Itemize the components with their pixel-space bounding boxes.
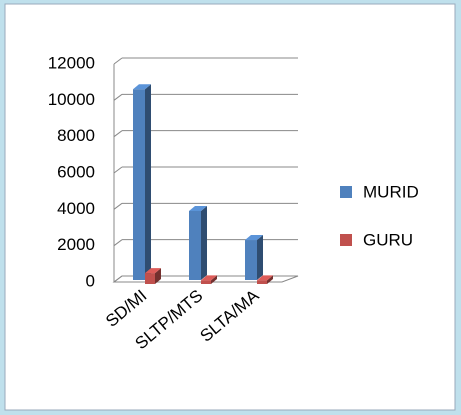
y-tick-label: 2000: [57, 235, 95, 254]
bar: [257, 280, 267, 284]
grid-depth: [113, 57, 123, 65]
bar-top: [245, 235, 263, 241]
y-tick-label: 4000: [57, 199, 95, 218]
legend-swatch: [340, 234, 352, 246]
grid-depth: [113, 93, 123, 101]
bar-side: [257, 235, 263, 280]
y-tick-label: 6000: [57, 162, 95, 181]
grid-depth: [113, 202, 123, 210]
bar-top: [201, 275, 217, 281]
grid-depth: [113, 166, 123, 174]
y-tick-label: 0: [86, 271, 95, 290]
legend-swatch: [340, 186, 352, 198]
bar-side: [201, 205, 207, 280]
y-tick-label: 10000: [48, 90, 95, 109]
bar-top: [133, 84, 151, 90]
bar-side: [145, 84, 151, 280]
floor: [112, 275, 299, 283]
bar-top: [257, 275, 273, 281]
bar-side: [155, 268, 161, 284]
chart-area: [4, 3, 456, 411]
y-tick-label: 8000: [57, 126, 95, 145]
bar-top: [189, 205, 207, 211]
grid-depth: [113, 239, 123, 247]
bar-side: [211, 275, 217, 284]
bar: [201, 280, 211, 284]
bar: [133, 89, 145, 280]
legend-label: GURU: [363, 230, 413, 249]
grid-depth: [113, 130, 123, 138]
bar-side: [267, 275, 273, 284]
legend-label: MURID: [363, 182, 419, 201]
bar: [145, 273, 155, 284]
bar-top: [145, 268, 161, 274]
bar: [245, 240, 257, 280]
y-tick-label: 12000: [48, 53, 95, 72]
bar: [189, 210, 201, 280]
